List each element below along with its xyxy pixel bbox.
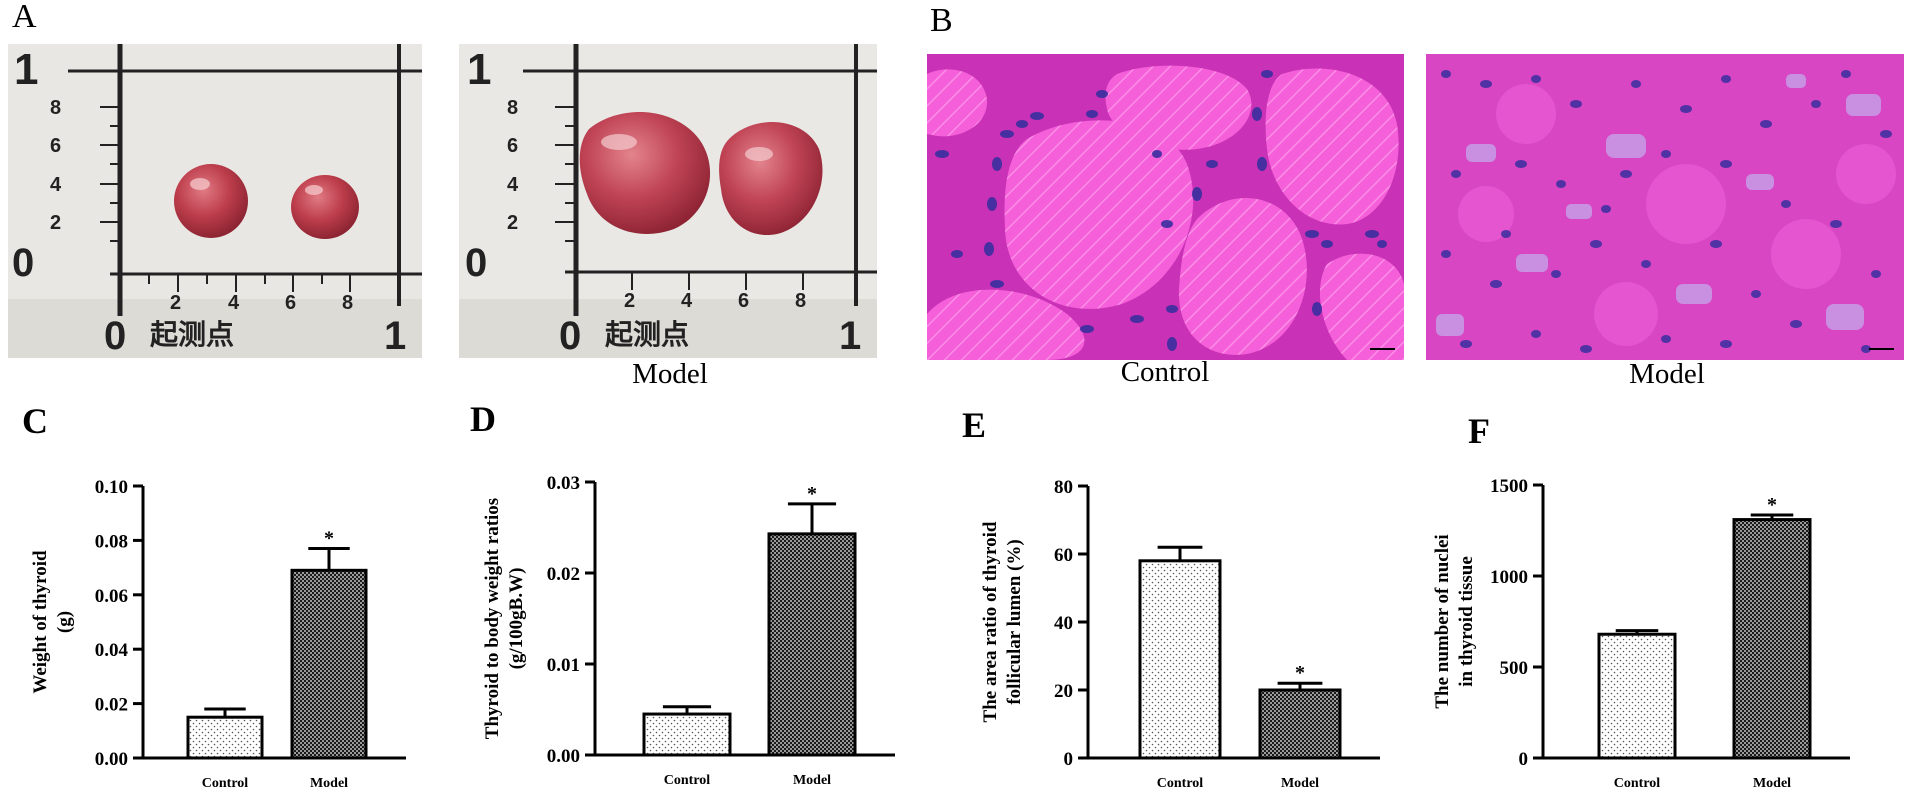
bar-model [1732,518,1812,760]
thyroid-photo-control: 1 8 6 4 2 2 4 6 8 0 0 起测点 1 [8,44,422,358]
ruler-bottom-label: 起测点 [605,318,689,351]
x-tick-label: Control [664,773,711,788]
y-tick-label: 500 [1500,658,1529,679]
ruler-left-tick: 8 [507,97,518,119]
ruler-origin-mark: 0 [465,241,487,285]
ruler-left-tick: 4 [507,174,519,196]
x-tick-label: Model [1281,776,1319,791]
y-tick-label: 0.00 [547,746,580,767]
bar-model [1258,688,1342,760]
bar-model [767,532,857,757]
ruler-left-tick: 2 [507,212,518,234]
ruler-bottom-tick: 6 [285,292,296,314]
ruler-bottom-tick: 2 [170,292,181,314]
caption-micrograph-control: Control [1120,356,1210,388]
x-tick-label: Model [793,773,831,788]
y-tick-label: 20 [1054,681,1073,702]
panel-letter-f: F [1468,411,1490,451]
y-tick-label: 0.08 [95,531,128,552]
y-tick-label: 0.01 [547,655,580,676]
significance-mark: * [1767,494,1777,516]
ruler-bottom-tick: 4 [228,292,240,314]
panel-letter-e: E [962,405,987,445]
significance-mark: * [324,528,334,550]
y-tick-label: 0.02 [95,695,128,716]
ruler-left-tick: 8 [50,97,61,119]
he-micrograph-control [927,54,1404,360]
ruler-left-tick: 2 [50,212,61,234]
ruler-top-mark: 1 [14,45,38,94]
thyroid-lobe [719,122,823,236]
y-tick-label: 60 [1054,545,1073,566]
ruler-bottom-zero: 0 [104,314,126,358]
ruler-bottom-tick: 4 [681,290,693,312]
bar-chart-lumen-area: 0 20 40 60 80 Control * Model The area ratio of … [950,440,1410,799]
y-tick-label: 80 [1054,477,1073,498]
ruler-left-tick: 4 [50,174,62,196]
y-tick-label: 0 [1064,749,1074,770]
ruler-bottom-label: 起测点 [150,318,234,351]
ruler-bottom-tick: 8 [342,292,353,314]
thyroid-photo-model: 1 8 6 4 2 2 4 6 8 0 0 起测点 1 [459,44,877,358]
he-micrograph-model [1426,54,1904,360]
ruler-right-mark: 1 [384,314,406,358]
bar-control [1597,632,1677,760]
bar-chart-weight: 0.00 0.02 0.04 0.06 0.08 0.10 Control * Model Wei… [0,440,460,799]
y-axis-title: Weight of thyroid (g) [30,550,75,694]
panel-letter-c: C [22,401,48,441]
x-tick-label: Model [310,776,348,791]
bar-control [642,712,732,757]
ruler-left-tick: 6 [507,135,518,157]
caption-micrograph-model: Model [1629,358,1705,390]
y-tick-label: 1000 [1490,567,1528,588]
y-tick-label: 40 [1054,613,1073,634]
bar-model [290,568,368,760]
thyroid-lobe [174,164,248,238]
x-tick-label: Control [1157,776,1204,791]
bar-chart-ratio: 0.00 0.01 0.02 0.03 Control * Model Thyroid to … [460,440,940,799]
y-tick-label: 0.02 [547,564,580,585]
bar-control [186,715,264,760]
y-tick-label: 0.10 [95,477,128,498]
y-tick-label: 0.06 [95,586,128,607]
ruler-bottom-tick: 6 [738,290,749,312]
y-tick-label: 0.03 [547,473,580,494]
x-tick-label: Control [1614,776,1661,791]
bar-chart-nuclei: 0 500 1000 1500 Control * Model The number of n… [1400,440,1890,799]
panel-letter-b: B [930,2,953,39]
y-tick-label: 0 [1519,749,1529,770]
y-axis-title: The area ratio of thyroid follicular lume… [980,521,1025,722]
ruler-right-mark: 1 [839,314,861,358]
y-axis-title: The number of nuclei in thyroid tissue [1432,534,1477,708]
panel-letter-d: D [470,399,496,439]
y-tick-label: 0.04 [95,640,129,661]
significance-mark: * [807,483,817,505]
x-tick-label: Control [202,776,249,791]
thyroid-lobe [291,175,359,239]
y-tick-label: 1500 [1490,476,1528,497]
ruler-left-tick: 6 [50,135,61,157]
y-tick-label: 0.00 [95,749,128,770]
ruler-bottom-zero: 0 [559,314,581,358]
bar-control [1138,559,1222,760]
ruler-bottom-tick: 2 [624,290,635,312]
panel-letter-a: A [12,0,37,35]
ruler-origin-mark: 0 [12,241,34,285]
significance-mark: * [1295,662,1305,684]
caption-photo-model: Model [632,358,708,390]
ruler-bottom-tick: 8 [795,290,806,312]
ruler-top-mark: 1 [467,45,491,94]
x-tick-label: Model [1753,776,1791,791]
y-axis-title: Thyroid to body weight ratios (g/100gB.W) [482,498,527,739]
